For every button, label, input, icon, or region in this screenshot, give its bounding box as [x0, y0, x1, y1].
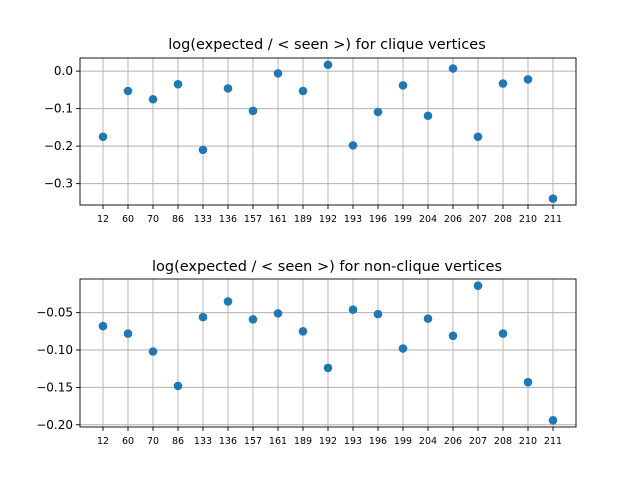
x-tick-label: 211: [544, 436, 562, 447]
x-tick-label: 208: [494, 436, 512, 447]
x-tick-label: 70: [147, 214, 159, 225]
data-point: [173, 381, 183, 391]
data-point: [123, 329, 133, 338]
data-point: [173, 79, 183, 89]
x-tick-label: 193: [344, 436, 362, 447]
data-point: [98, 321, 108, 331]
x-tick-label: 86: [172, 214, 184, 225]
y-tick-label: −0.15: [36, 380, 73, 394]
data-point: [198, 312, 208, 322]
data-point: [398, 81, 408, 90]
data-point: [548, 194, 558, 203]
data-point: [523, 75, 533, 84]
data-point: [348, 305, 358, 314]
data-point: [423, 111, 433, 121]
chart-top-series: [98, 60, 558, 203]
data-point: [473, 281, 483, 291]
chart-top-y-axis: 0.0 −0.1 −0.2 −0.3: [44, 64, 80, 191]
chart-bottom-x-axis: 12 60 70 86 133 136 157 161 189 192 193 196 199 204 20…: [97, 427, 562, 447]
chart-bottom-y-axis: −0.05 −0.10 −0.15 −0.20: [36, 306, 80, 432]
x-tick-label: 70: [147, 436, 159, 447]
data-point: [373, 107, 383, 117]
data-point: [248, 106, 258, 116]
data-point: [223, 297, 233, 306]
chart-top-title: log(expected / < seen >) for clique vert…: [168, 37, 486, 53]
chart-bottom: log(expected / < seen >) for non-clique …: [36, 259, 577, 447]
data-point: [398, 344, 408, 353]
y-tick-label: −0.2: [44, 139, 73, 153]
x-tick-label: 133: [194, 214, 212, 225]
data-point: [373, 309, 383, 319]
x-tick-label: 207: [469, 214, 487, 225]
data-point: [348, 141, 358, 150]
data-point: [448, 64, 458, 73]
x-tick-label: 157: [244, 436, 262, 447]
y-tick-label: −0.1: [44, 102, 73, 116]
y-tick-label: 0.0: [54, 64, 73, 78]
data-point: [448, 331, 458, 341]
data-point: [148, 347, 158, 356]
data-point: [223, 84, 233, 93]
x-tick-label: 206: [444, 214, 462, 225]
data-point: [323, 60, 333, 70]
y-tick-label: −0.05: [36, 306, 73, 320]
chart-top-x-axis: 12 60 70 86 133 136 157 161 189 192 193 196 199 204 20…: [97, 205, 562, 225]
x-tick-label: 208: [494, 214, 512, 225]
data-point: [298, 86, 308, 96]
data-point: [548, 415, 558, 425]
data-point: [98, 132, 108, 142]
x-tick-label: 192: [319, 214, 337, 225]
x-tick-label: 199: [394, 436, 412, 447]
x-tick-label: 60: [122, 214, 134, 225]
data-point: [198, 145, 208, 155]
x-tick-label: 211: [544, 214, 562, 225]
y-tick-label: −0.3: [44, 177, 73, 191]
chart-bottom-title: log(expected / < seen >) for non-clique …: [152, 259, 502, 275]
x-tick-label: 133: [194, 436, 212, 447]
x-tick-label: 161: [269, 214, 287, 225]
data-point: [148, 94, 158, 104]
y-tick-label: −0.20: [36, 418, 73, 432]
chart-top: log(expected / < seen >) for clique vert…: [44, 37, 577, 225]
x-tick-label: 86: [172, 436, 184, 447]
x-tick-label: 189: [294, 436, 312, 447]
x-tick-label: 210: [519, 436, 537, 447]
x-tick-label: 157: [244, 214, 262, 225]
x-tick-label: 136: [219, 436, 237, 447]
x-tick-label: 192: [319, 436, 337, 447]
chart-bottom-series: [98, 281, 558, 425]
x-tick-label: 193: [344, 214, 362, 225]
x-tick-label: 196: [369, 214, 387, 225]
x-tick-label: 12: [97, 436, 109, 447]
data-point: [123, 86, 133, 96]
data-point: [298, 327, 308, 336]
data-point: [248, 315, 258, 324]
x-tick-label: 12: [97, 214, 109, 225]
y-tick-label: −0.10: [36, 343, 73, 357]
data-point: [323, 363, 333, 373]
data-point: [423, 314, 433, 323]
x-tick-label: 136: [219, 214, 237, 225]
x-tick-label: 60: [122, 436, 134, 447]
data-point: [473, 132, 483, 142]
data-point: [523, 377, 533, 387]
data-point: [498, 329, 508, 338]
x-tick-label: 207: [469, 436, 487, 447]
x-tick-label: 204: [419, 436, 437, 447]
data-point: [273, 69, 283, 78]
x-tick-label: 196: [369, 436, 387, 447]
x-tick-label: 199: [394, 214, 412, 225]
x-tick-label: 189: [294, 214, 312, 225]
x-tick-label: 210: [519, 214, 537, 225]
x-tick-label: 204: [419, 214, 437, 225]
x-tick-label: 206: [444, 436, 462, 447]
x-tick-label: 161: [269, 436, 287, 447]
data-point: [273, 309, 283, 318]
data-point: [498, 79, 508, 88]
